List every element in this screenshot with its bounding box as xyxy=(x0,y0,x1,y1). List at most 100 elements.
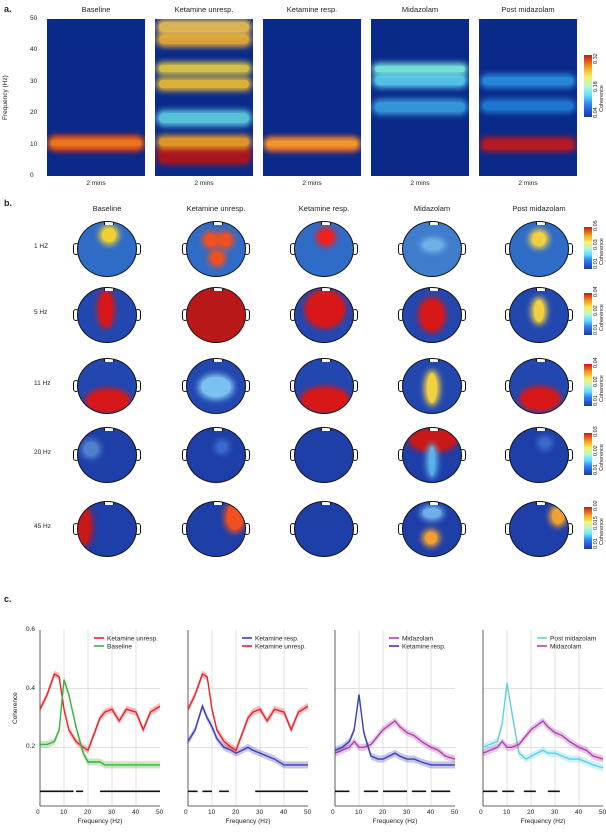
series-band-1-0 xyxy=(188,702,308,769)
panel-b-topomap-4-0 xyxy=(77,501,137,557)
panel-c-label: c. xyxy=(4,594,12,604)
legend-label-1-0: Ketamine resp. xyxy=(255,636,299,643)
legend-label-0-0: Ketamine unresp. xyxy=(107,636,158,643)
panel-a-spectrogram-0 xyxy=(47,19,145,176)
panel-c-xtick-2-50: 50 xyxy=(451,809,459,816)
panel-c-xtick-3-10: 10 xyxy=(503,809,511,816)
panel-c-plot-1: Ketamine resp. Ketamine unresp. xyxy=(187,630,309,807)
panel-b-topomap-1-0 xyxy=(77,287,137,343)
panel-b-colorbar-label-2: Coherence xyxy=(599,375,605,402)
panel-a-spectrogram-2 xyxy=(263,19,361,176)
panel-b-topomap-4-2 xyxy=(294,501,354,557)
panel-b-topomap-2-2 xyxy=(294,358,354,414)
panel-a-title-4: Post midazolam xyxy=(501,5,555,14)
panel-c-xtick-0-50: 50 xyxy=(156,809,164,816)
panel-b-topomap-2-3 xyxy=(402,358,462,414)
panel-b-blob-2-0-0 xyxy=(88,391,128,411)
panel-b-blob-3-0-0 xyxy=(84,442,98,456)
panel-b-topomap-0-3 xyxy=(402,221,462,277)
panel-c-xtick-2-10: 10 xyxy=(355,809,363,816)
panel-c-xtick-2-20: 20 xyxy=(379,809,387,816)
panel-c-plot-0: Ketamine unresp. Baseline xyxy=(39,630,161,807)
panel-b-blob-4-3-1 xyxy=(423,508,441,518)
panel-a-band-4-2 xyxy=(483,77,573,85)
panel-b-rowlabel-3: 20 Hz xyxy=(34,449,51,456)
panel-a-ytick-20: 20 xyxy=(30,109,38,117)
panel-b-colorbar-label-1: Coherence xyxy=(599,304,605,331)
panel-c-xtick-2-40: 40 xyxy=(427,809,435,816)
panel-b-topomap-0-2 xyxy=(294,221,354,277)
panel-b-colorbar-0 xyxy=(584,227,592,269)
panel-c-svg-0: Ketamine unresp.Baseline xyxy=(39,630,161,807)
series-line-0-0 xyxy=(39,672,161,752)
legend-label-3-1: Midazolam xyxy=(550,644,581,651)
panel-a-title-0: Baseline xyxy=(81,5,111,14)
series-line-2-0 xyxy=(334,719,456,760)
panel-a-band-1-6 xyxy=(159,22,249,32)
panel-b-colorbar-1 xyxy=(584,293,592,335)
panel-c-svg-1: Ketamine resp.Ketamine unresp. xyxy=(187,630,309,807)
panel-c-xtick-0-10: 10 xyxy=(60,809,68,816)
panel-c-xtick-1-50: 50 xyxy=(304,809,312,816)
panel-b-topomap-2-0 xyxy=(77,358,137,414)
panel-b-colorbar-4 xyxy=(584,507,592,549)
panel-b-colorbar-tick-2-2: 0.04 xyxy=(593,357,599,368)
panel-a-spectrogram-1 xyxy=(155,19,253,176)
panel-a-ytick-50: 50 xyxy=(30,15,38,22)
panel-c-ytick-0.6: 0.6 xyxy=(26,626,36,633)
panel-a-band-1-3 xyxy=(159,80,249,89)
panel-c-plot-2: Midazolam Ketamine resp. xyxy=(334,630,456,807)
panel-a-xlabel-1: 2 mins xyxy=(194,180,214,187)
panel-a-xlabel-4: 2 mins xyxy=(518,180,538,187)
legend-label-3-0: Post midazolam xyxy=(550,636,596,643)
panel-b-topomap-1-4 xyxy=(509,287,569,343)
series-line-2-1 xyxy=(334,694,455,766)
panel-b-blob-0-0-0 xyxy=(102,228,116,242)
panel-c-ytick-0.4: 0.4 xyxy=(26,684,36,692)
panel-a-band-3-1 xyxy=(375,75,465,85)
panel-a-title-2: Ketamine resp. xyxy=(286,5,338,14)
panel-b-blob-2-3-0 xyxy=(427,373,437,403)
panel-c-xtick-3-0: 0 xyxy=(479,809,483,816)
panel-a-band-0-1 xyxy=(51,139,141,147)
panel-b-topomap-1-1 xyxy=(186,287,246,343)
panel-b-colorbar-tick-0-2: 0.05 xyxy=(593,220,599,231)
panel-a-ytick-30: 30 xyxy=(30,77,38,85)
panel-a-band-2-1 xyxy=(267,141,357,147)
panel-c-xtick-1-30: 30 xyxy=(256,809,264,816)
panel-b-blob-0-1-2 xyxy=(211,252,223,264)
panel-b-colorbar-label-4: Coherence xyxy=(599,518,605,545)
panel-b-rowlabel-0: 1 HZ xyxy=(34,243,49,250)
panel-a-xlabel-2: 2 mins xyxy=(302,180,322,187)
panel-c-xtick-3-40: 40 xyxy=(575,809,583,816)
panel-b-blob-2-1-0 xyxy=(201,377,231,397)
legend-label-0-1: Baseline xyxy=(107,644,132,651)
panel-b-blob-3-3-0 xyxy=(411,430,455,450)
panel-a-band-1-5 xyxy=(159,34,249,45)
panel-c-xtick-3-50: 50 xyxy=(599,809,606,816)
panel-b-blob-3-4-0 xyxy=(540,438,550,448)
panel-a-colorbar-label: Coherence xyxy=(599,85,605,112)
panel-b-topomap-4-3 xyxy=(402,501,462,557)
panel-b-blob-1-1-0 xyxy=(187,288,245,342)
panel-b-blob-0-4-0 xyxy=(532,232,546,246)
panel-b-blob-2-2-0 xyxy=(303,389,347,411)
panel-b-title-0: Baseline xyxy=(92,204,122,213)
panel-c-xtick-0-20: 20 xyxy=(84,809,92,816)
panel-b-rowlabel-1: 5 Hz xyxy=(34,309,48,316)
series-band-3-0 xyxy=(483,679,603,772)
panel-b-topomap-3-3 xyxy=(402,427,462,483)
panel-c-xtick-0-40: 40 xyxy=(132,809,140,816)
panel-b-blob-0-1-1 xyxy=(219,234,231,246)
panel-b-blob-1-2-0 xyxy=(307,292,343,326)
panel-b-blob-4-4-0 xyxy=(552,508,564,524)
panel-a-ytick-40: 40 xyxy=(30,46,38,54)
panel-c-xlabel-2: Frequency (Hz) xyxy=(372,818,418,825)
panel-b-topomap-1-3 xyxy=(402,287,462,343)
panel-a-title-1: Ketamine unresp. xyxy=(174,5,234,14)
panel-b-blob-0-2-0 xyxy=(319,230,333,244)
panel-b-topomap-3-4 xyxy=(509,427,569,483)
panel-b-topomap-2-4 xyxy=(509,358,569,414)
